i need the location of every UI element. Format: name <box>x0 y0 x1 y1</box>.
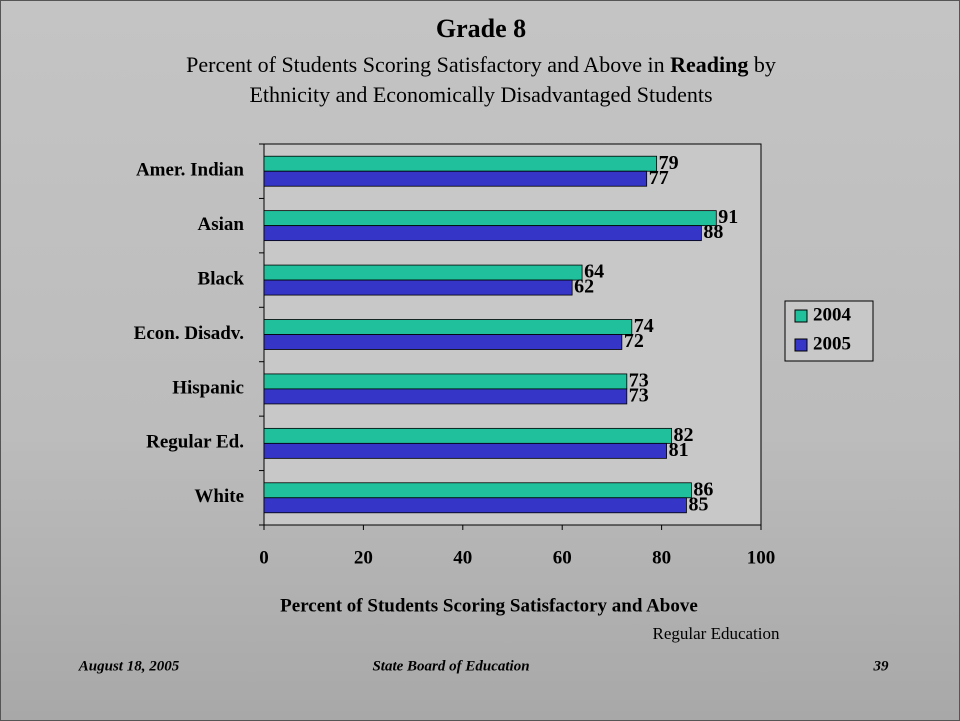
legend-label: 2004 <box>813 304 852 325</box>
legend-label: 2005 <box>813 333 851 354</box>
title: Grade 8 <box>436 14 526 43</box>
y-tick-label: White <box>194 486 244 507</box>
bar <box>263 373 628 390</box>
value-label: 79 <box>659 152 679 174</box>
bar <box>263 155 658 172</box>
bar <box>263 427 672 444</box>
y-tick-label: Hispanic <box>172 377 244 398</box>
bar <box>263 442 667 459</box>
value-label: 72 <box>624 330 644 352</box>
x-tick-label: 40 <box>453 547 472 568</box>
x-tick-label: 0 <box>259 547 269 568</box>
x-axis-label: Percent of Students Scoring Satisfactory… <box>280 595 698 616</box>
bar <box>263 482 692 499</box>
y-tick-label: Black <box>198 268 245 289</box>
footer-org: State Board of Education <box>372 658 529 674</box>
bar <box>263 497 687 514</box>
value-label: 91 <box>718 206 738 228</box>
y-tick-label: Amer. Indian <box>136 160 244 181</box>
legend-swatch <box>794 338 808 352</box>
value-label: 86 <box>693 478 713 500</box>
value-label: 82 <box>674 424 694 446</box>
bar <box>263 319 633 335</box>
x-tick-label: 100 <box>747 547 776 568</box>
value-label: 73 <box>629 370 649 392</box>
bar <box>263 388 628 405</box>
subtitle-part: Reading <box>670 52 748 77</box>
subtitle: Percent of Students Scoring Satisfactory… <box>186 52 776 77</box>
y-tick-label: Econ. Disadv. <box>134 323 244 344</box>
x-tick-label: 60 <box>553 547 572 568</box>
subtitle-part: by <box>754 52 776 77</box>
value-label: 73 <box>629 385 649 407</box>
x-tick-label: 80 <box>652 547 671 568</box>
footer-page: 39 <box>873 658 890 674</box>
y-tick-label: Regular Ed. <box>146 432 244 453</box>
bar <box>263 334 623 350</box>
value-label: 77 <box>649 167 669 189</box>
value-label: 88 <box>703 221 723 243</box>
bar <box>263 264 583 281</box>
x-tick-label: 20 <box>354 547 373 568</box>
y-tick-label: Asian <box>198 214 245 235</box>
value-label: 81 <box>669 439 689 461</box>
value-label: 64 <box>584 261 604 283</box>
bar <box>263 279 573 296</box>
value-label: 85 <box>688 493 708 515</box>
legend-swatch <box>794 309 808 323</box>
footer-date: August 18, 2005 <box>78 658 180 674</box>
value-label: 74 <box>634 315 654 337</box>
subtitle: Ethnicity and Economically Disadvantaged… <box>249 82 712 107</box>
bar <box>263 225 702 242</box>
bar <box>263 170 648 187</box>
value-label: 62 <box>574 276 594 298</box>
bar <box>263 210 717 227</box>
note: Regular Education <box>653 624 780 643</box>
subtitle-part: Percent of Students Scoring Satisfactory… <box>186 52 664 77</box>
